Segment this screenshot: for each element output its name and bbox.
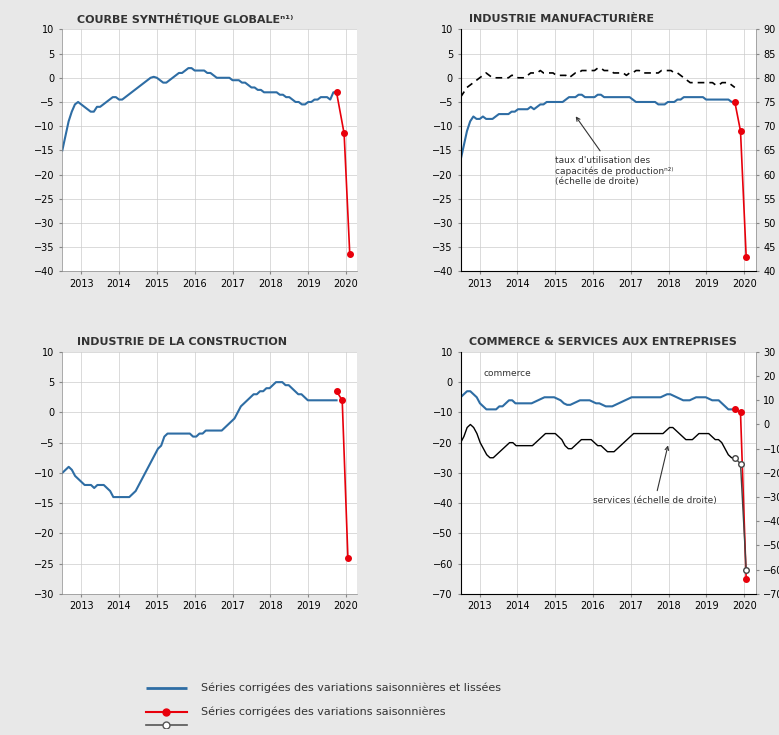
Text: services (échelle de droite): services (échelle de droite) <box>593 447 717 505</box>
Text: COURBE SYNTHÉTIQUE GLOBALEⁿ¹⁾: COURBE SYNTHÉTIQUE GLOBALEⁿ¹⁾ <box>77 13 294 24</box>
Text: Séries corrigées des variations saisonnières: Séries corrigées des variations saisonni… <box>201 706 446 717</box>
Text: taux d'utilisation des
capacités de productionⁿ²⁾
(échelle de droite): taux d'utilisation des capacités de prod… <box>555 118 674 186</box>
Text: COMMERCE & SERVICES AUX ENTREPRISES: COMMERCE & SERVICES AUX ENTREPRISES <box>470 337 738 347</box>
Text: Séries corrigées des variations saisonnières et lissées: Séries corrigées des variations saisonni… <box>201 683 501 693</box>
Text: INDUSTRIE DE LA CONSTRUCTION: INDUSTRIE DE LA CONSTRUCTION <box>77 337 287 347</box>
Text: commerce: commerce <box>483 369 531 378</box>
Text: INDUSTRIE MANUFACTURIÈRE: INDUSTRIE MANUFACTURIÈRE <box>470 15 654 24</box>
